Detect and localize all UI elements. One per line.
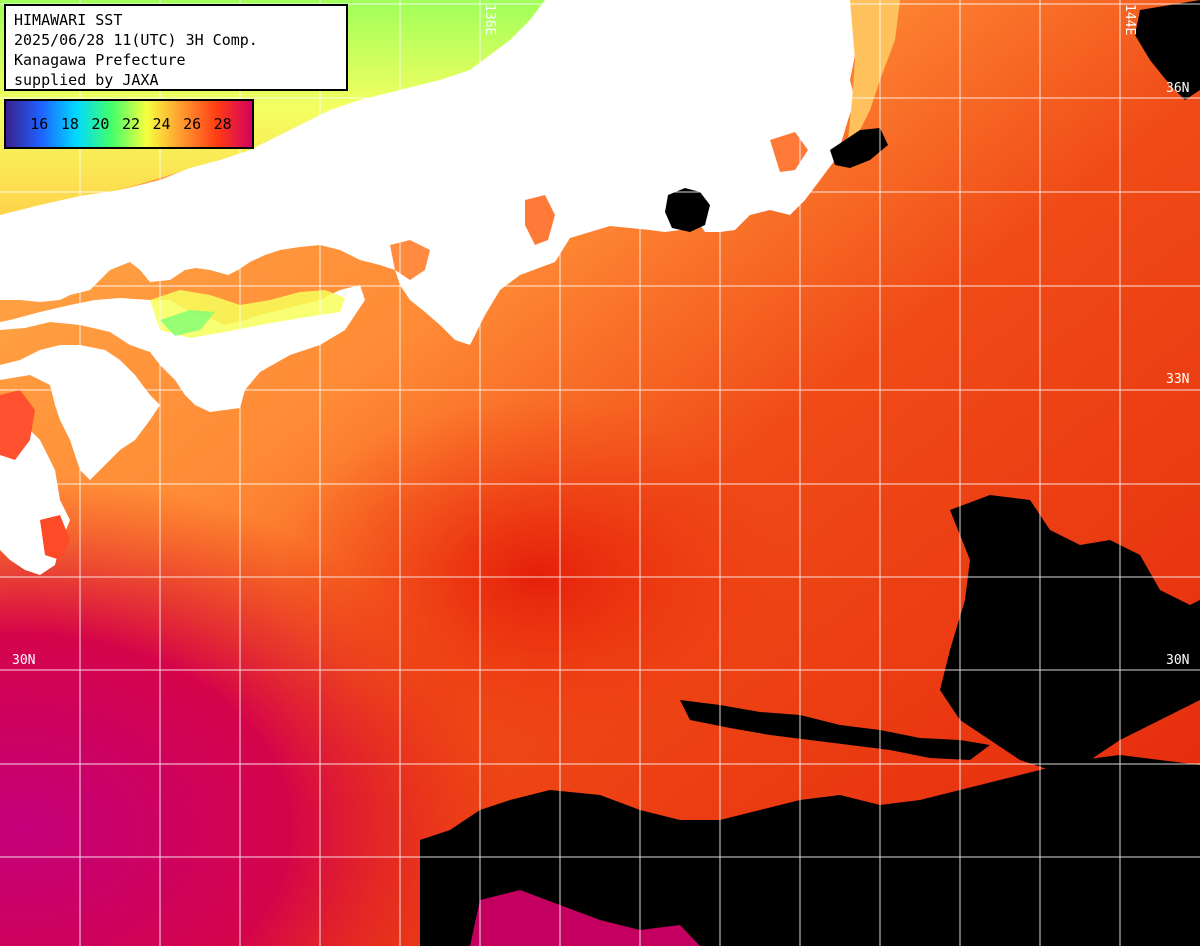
lon-label-144e: 144E: [1122, 4, 1137, 36]
legend-ticks: 16 18 20 22 24 26 28: [6, 101, 252, 147]
legend-tick: 22: [121, 115, 140, 133]
legend-tick: 18: [60, 115, 79, 133]
cloud-mask-streak: [680, 700, 990, 760]
info-line-1: HIMAWARI SST: [14, 11, 123, 29]
info-line-3: Kanagawa Prefecture: [14, 51, 186, 69]
legend-color-bar: [6, 101, 252, 147]
legend-tick: 24: [152, 115, 171, 133]
lon-label-136e: 136E: [482, 4, 497, 36]
legend-tick: 26: [183, 115, 202, 133]
ise-bay: [525, 195, 555, 245]
cloud-mask-east: [940, 495, 1200, 770]
cloud-mask-south: [420, 755, 1200, 946]
legend-tick: 28: [213, 115, 232, 133]
seto-green: [160, 310, 215, 336]
lat-label-33n: 33N: [1166, 372, 1190, 387]
kyushu-west-coast: [0, 390, 35, 460]
legend-tick: 16: [30, 115, 49, 133]
info-line-2: 2025/06/28 11(UTC) 3H Comp.: [14, 31, 258, 49]
honshu-land: [0, 0, 860, 345]
kagoshima-bay: [40, 515, 70, 560]
kanto-coast: [848, 0, 900, 140]
lat-label-30n-left: 30N: [12, 653, 36, 668]
cloud-mask-northeast: [1135, 0, 1200, 100]
lat-label-36n: 36N: [1166, 81, 1190, 96]
cloud-mask-boso: [830, 128, 888, 168]
cloud-mask-tokyo-bay: [665, 188, 710, 232]
warm-patch-south: [470, 890, 700, 946]
legend-tick: 20: [91, 115, 110, 133]
suruga-bay: [770, 132, 808, 172]
lat-label-30n-right: 30N: [1166, 653, 1190, 668]
temperature-legend: 16 18 20 22 24 26 28: [4, 99, 254, 149]
info-line-4: supplied by JAXA: [14, 71, 159, 89]
map-info-box: HIMAWARI SST 2025/06/28 11(UTC) 3H Comp.…: [4, 4, 348, 91]
kuroshio-core: [200, 300, 950, 800]
